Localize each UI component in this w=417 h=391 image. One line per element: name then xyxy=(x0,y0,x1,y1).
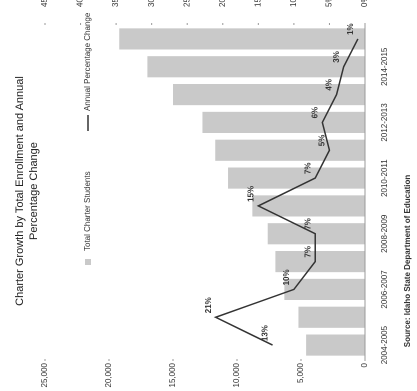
data-label: 7% xyxy=(303,246,312,258)
y2-tick-label: 10% xyxy=(289,0,298,7)
bar xyxy=(119,28,365,50)
bar xyxy=(147,56,365,78)
bar xyxy=(284,278,365,300)
y2-tick-label: 25% xyxy=(182,0,191,7)
line xyxy=(213,38,359,346)
y2-tick-label: 35% xyxy=(111,0,120,7)
data-label: 10% xyxy=(282,269,291,285)
bar xyxy=(215,139,365,161)
bar xyxy=(298,306,365,328)
x-tick-label: 2004-2005 xyxy=(380,325,389,364)
data-label: 15% xyxy=(246,186,255,202)
legend-label: Total Charter Students xyxy=(83,171,92,251)
y2-tick-label: 20% xyxy=(218,0,227,7)
y-tick-label: 5,000 xyxy=(296,362,305,383)
y2-tick-label: 15% xyxy=(253,0,262,7)
bar xyxy=(202,111,365,133)
y-tick-label: 20,000 xyxy=(104,362,113,387)
x-tick-label: 2008-2009 xyxy=(380,214,389,253)
x-tick-label: 2010-2011 xyxy=(380,159,389,197)
data-label: 6% xyxy=(310,107,319,119)
data-label: 4% xyxy=(325,79,334,91)
bar xyxy=(228,167,365,189)
bar xyxy=(173,84,365,106)
bar xyxy=(275,251,365,273)
x-tick-label: 2006-2007 xyxy=(380,270,389,309)
data-label: 5% xyxy=(318,135,327,147)
legend-swatch xyxy=(85,259,91,265)
data-label: 7% xyxy=(303,163,312,175)
data-label: 21% xyxy=(204,297,213,313)
rotated-chart: Charter Growth by Total Enrollment and A… xyxy=(14,0,412,387)
x-tick-label: 2012-2013 xyxy=(380,103,389,142)
bar xyxy=(252,195,365,217)
y2-tick-label: 45% xyxy=(40,0,49,7)
data-label: 3% xyxy=(332,51,341,63)
source: Source: Idaho State Department of Educat… xyxy=(403,175,412,348)
x-tick-label: 2014-2015 xyxy=(380,47,389,86)
bar xyxy=(267,223,365,245)
y-tick-label: 0 xyxy=(360,362,369,367)
y2-tick-label: 0% xyxy=(360,0,369,7)
data-label: 13% xyxy=(261,325,270,341)
y2-tick-label: 40% xyxy=(76,0,85,7)
chart-subtitle: Percentage Change xyxy=(28,142,40,240)
y-tick-label: 15,000 xyxy=(168,362,177,387)
chart-title: Charter Growth by Total Enrollment and A… xyxy=(14,76,26,306)
y-tick-label: 25,000 xyxy=(40,362,49,387)
y2-tick-label: 30% xyxy=(147,0,156,7)
y2-tick-label: 5% xyxy=(325,0,334,7)
data-label: 1% xyxy=(346,23,355,35)
data-label: 7% xyxy=(303,218,312,230)
bar xyxy=(306,334,365,356)
y-tick-label: 10,000 xyxy=(232,362,241,387)
legend-label: Annual Percentage Change xyxy=(83,12,92,111)
